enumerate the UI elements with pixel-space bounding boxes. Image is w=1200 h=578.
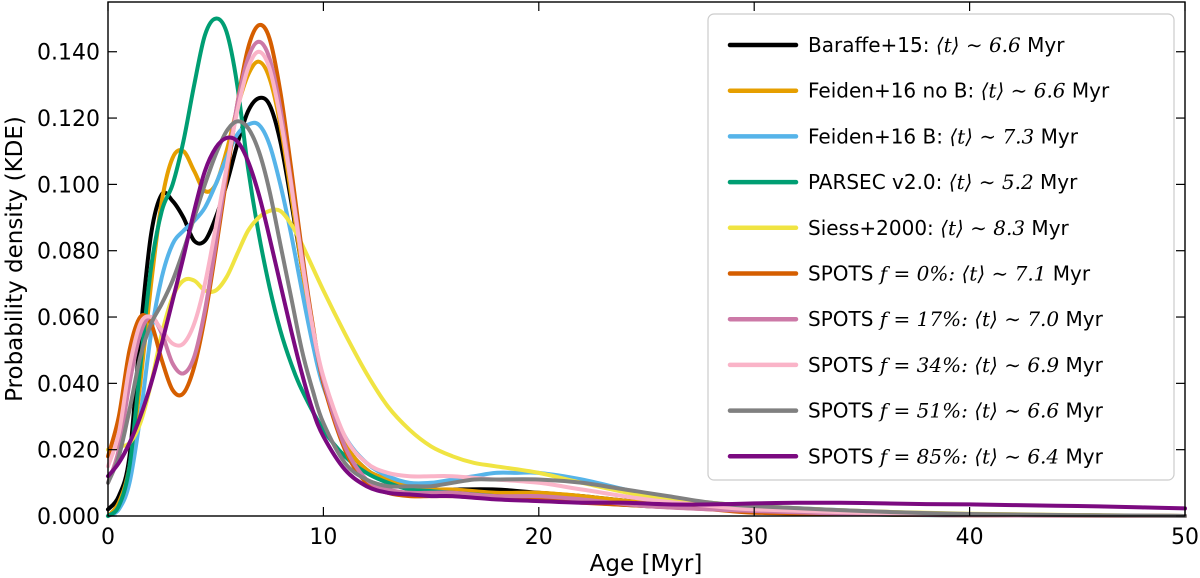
x-tick-label: 40 bbox=[956, 525, 984, 550]
legend-label-10: SPOTS f = 85%: ⟨t⟩ ∼ 6.4 Myr bbox=[808, 444, 1104, 468]
plot-frame bbox=[107, 1, 1186, 517]
y-tick-label: 0.080 bbox=[37, 240, 100, 265]
y-tick-label: 0.040 bbox=[37, 372, 100, 397]
legend-label-8: SPOTS f = 34%: ⟨t⟩ ∼ 6.9 Myr bbox=[808, 353, 1104, 377]
x-tick-label: 10 bbox=[309, 525, 337, 550]
legend-label-9: SPOTS f = 51%: ⟨t⟩ ∼ 6.6 Myr bbox=[808, 399, 1104, 423]
x-tick-label: 50 bbox=[1171, 525, 1199, 550]
legend: Baraffe+15: ⟨t⟩ ∼ 6.6 Myr Feiden+16 no B:… bbox=[707, 13, 1175, 481]
legend-label-2: Feiden+16 no B: ⟨t⟩ ∼ 6.6 Myr bbox=[808, 79, 1110, 103]
curves-layer bbox=[106, 16, 1187, 518]
y-tick-label: 0.140 bbox=[37, 41, 100, 66]
legend-label-1: Baraffe+15: ⟨t⟩ ∼ 6.6 Myr bbox=[808, 33, 1065, 57]
x-tick-label: 20 bbox=[525, 525, 553, 550]
series-line-8 bbox=[106, 49, 1187, 518]
x-axis-ticks: 0 10 20 30 40 50 bbox=[101, 2, 1199, 550]
y-tick-label: 0.000 bbox=[37, 505, 100, 530]
x-axis-label: Age [Myr] bbox=[590, 551, 703, 577]
x-tick-label: 30 bbox=[740, 525, 768, 550]
series-line-10 bbox=[106, 135, 1187, 511]
y-axis-ticks: 0.000 0.020 0.040 0.060 0.080 0.100 0.120 0.140 bbox=[37, 41, 1185, 530]
series-line-9 bbox=[106, 119, 1187, 518]
y-tick-label: 0.020 bbox=[37, 439, 100, 464]
legend-frame bbox=[707, 13, 1175, 481]
legend-label-4: PARSEC v2.0: ⟨t⟩ ∼ 5.2 Myr bbox=[808, 170, 1078, 194]
x-tick-label: 0 bbox=[101, 525, 115, 550]
legend-label-5: Siess+2000: ⟨t⟩ ∼ 8.3 Myr bbox=[808, 216, 1070, 240]
y-axis-label: Probability density (KDE) bbox=[2, 116, 28, 402]
y-tick-label: 0.060 bbox=[37, 306, 100, 331]
legend-label-6: SPOTS f = 0%: ⟨t⟩ ∼ 7.1 Myr bbox=[808, 262, 1091, 286]
legend-label-3: Feiden+16 B: ⟨t⟩ ∼ 7.3 Myr bbox=[808, 124, 1079, 148]
y-tick-label: 0.100 bbox=[37, 173, 100, 198]
y-tick-label: 0.120 bbox=[37, 107, 100, 132]
legend-label-7: SPOTS f = 17%: ⟨t⟩ ∼ 7.0 Myr bbox=[808, 307, 1104, 331]
